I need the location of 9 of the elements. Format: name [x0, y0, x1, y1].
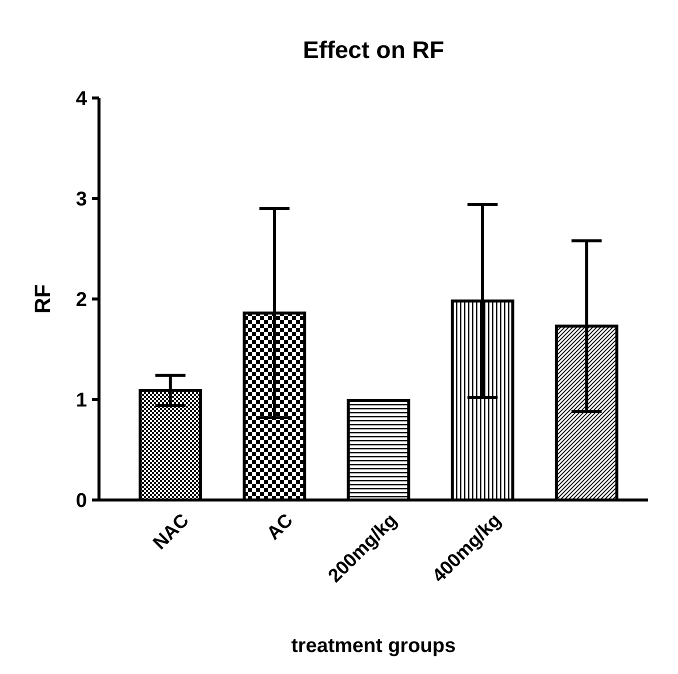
- y-axis-title: RF: [30, 284, 55, 314]
- y-tick-label: 0: [76, 490, 87, 512]
- y-tick-label: 4: [76, 88, 88, 110]
- y-tick-label: 2: [76, 289, 87, 311]
- chart-title: Effect on RF: [302, 37, 444, 64]
- y-tick-label: 3: [76, 188, 87, 210]
- x-tick-label: AC: [263, 510, 298, 544]
- x-axis-title: treatment groups: [291, 635, 456, 657]
- y-tick-label: 1: [76, 390, 87, 412]
